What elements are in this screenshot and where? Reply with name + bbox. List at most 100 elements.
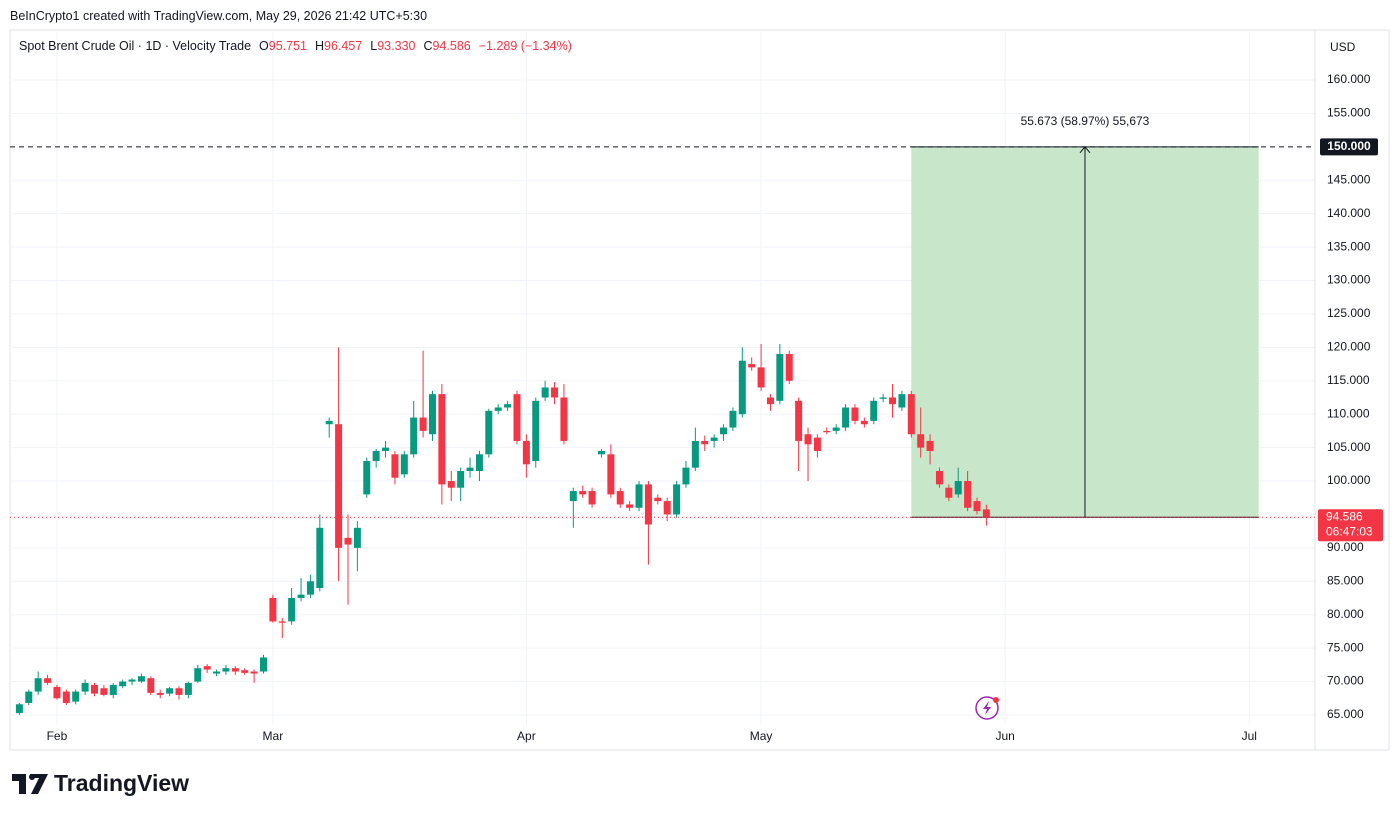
candle-body <box>62 691 70 703</box>
candle-body <box>973 501 981 512</box>
candle-body <box>306 581 314 595</box>
candle-body <box>335 424 343 548</box>
y-tick-label: 65.000 <box>1327 707 1364 721</box>
candle-body <box>804 434 812 445</box>
candle-body <box>372 450 380 461</box>
x-tick-label: Apr <box>517 729 536 743</box>
candle-body <box>410 417 418 455</box>
candle-body <box>194 668 202 682</box>
candle-body <box>325 420 333 425</box>
y-tick-label: 120.000 <box>1327 340 1371 354</box>
candle-body <box>72 691 80 702</box>
candle-body <box>485 410 493 455</box>
logo-icon <box>12 773 48 794</box>
candle-body <box>701 440 709 445</box>
ohlc-value: 94.586 <box>432 39 471 53</box>
last-price-tag <box>1318 509 1383 542</box>
x-tick-label: Feb <box>47 729 68 743</box>
candle-body <box>964 481 972 508</box>
candle-body <box>100 688 108 695</box>
candle-body <box>316 527 324 588</box>
candle-body <box>673 484 681 515</box>
ohlc-label: C <box>423 39 433 53</box>
candle-body <box>635 484 643 508</box>
candle-body <box>851 407 859 421</box>
candle-body <box>137 676 145 682</box>
candle-body <box>382 447 390 451</box>
candle-body <box>907 394 915 435</box>
candle-body <box>823 430 831 433</box>
candle-body <box>541 387 549 398</box>
currency[interactable]: USD <box>1330 40 1356 54</box>
x-tick-label: Jun <box>996 729 1015 743</box>
candle-body <box>785 354 793 381</box>
candle-body <box>889 397 897 405</box>
candle-body <box>344 537 352 545</box>
candle-body <box>438 394 446 485</box>
candle-body <box>34 678 42 692</box>
y-tick-label: 125.000 <box>1327 306 1371 320</box>
candle-body <box>428 394 436 435</box>
ohlc-value: 93.330 <box>377 39 416 53</box>
y-tick-label: 80.000 <box>1327 607 1364 621</box>
candle-body <box>917 434 925 448</box>
candle-body <box>691 440 699 468</box>
candle-body <box>926 440 934 451</box>
countdown: 06:47:03 <box>1326 524 1373 538</box>
logo-text: TradingView <box>54 770 190 796</box>
candle-body <box>720 427 728 435</box>
candle-body <box>466 467 474 472</box>
candle-body <box>738 360 746 415</box>
candle-body <box>494 407 502 411</box>
y-tick-label: 100.000 <box>1327 473 1371 487</box>
candle-body <box>945 487 953 498</box>
candle-body <box>363 460 371 495</box>
candle-body <box>757 367 765 388</box>
ohlc-label: L <box>370 39 378 53</box>
candle-body <box>832 427 840 431</box>
candle-body <box>288 598 296 622</box>
y-tick-label: 70.000 <box>1327 674 1364 688</box>
y-tick-label: 105.000 <box>1327 440 1371 454</box>
y-tick-label: 115.000 <box>1327 373 1370 387</box>
ohlc-value: 95.751 <box>268 39 308 53</box>
events-bolt <box>983 701 991 715</box>
candle-body <box>25 691 33 703</box>
candle-body <box>419 417 427 431</box>
y-tick-label: 110.000 <box>1327 406 1370 420</box>
candle-body <box>513 394 521 441</box>
candle-body <box>156 692 164 695</box>
candle-body <box>90 684 98 694</box>
candle-body <box>813 437 821 451</box>
candle-body <box>81 682 89 692</box>
candle-body <box>532 400 540 461</box>
y-tick-label: 135.000 <box>1327 239 1371 253</box>
candle-body <box>184 682 192 695</box>
candle-body <box>222 668 230 672</box>
y-tick-label: 155.000 <box>1327 106 1371 120</box>
candle-body <box>203 666 211 670</box>
change: −1.289 (−1.34%) <box>478 39 572 53</box>
candle-body <box>626 504 634 508</box>
candle-body <box>729 410 737 428</box>
y-tick-label: 145.000 <box>1327 172 1371 186</box>
candle-body <box>166 688 174 694</box>
x-tick-label: Mar <box>263 729 284 743</box>
x-tick-label: Jul <box>1242 729 1257 743</box>
candle-body <box>954 481 962 495</box>
candle-body <box>15 704 23 713</box>
candle-body <box>213 671 221 674</box>
candle-body <box>231 668 239 672</box>
candle-body <box>119 681 127 687</box>
candle-body <box>269 598 277 622</box>
candle-body <box>842 407 850 428</box>
candle-body <box>644 484 652 525</box>
candle-body <box>53 686 61 699</box>
last-price-label: 94.586 <box>1326 509 1363 523</box>
candle-body <box>654 497 662 502</box>
candle-body <box>241 670 249 673</box>
candle-body <box>569 491 577 502</box>
candle-body <box>109 684 117 695</box>
y-tick-label: 90.000 <box>1327 540 1364 554</box>
